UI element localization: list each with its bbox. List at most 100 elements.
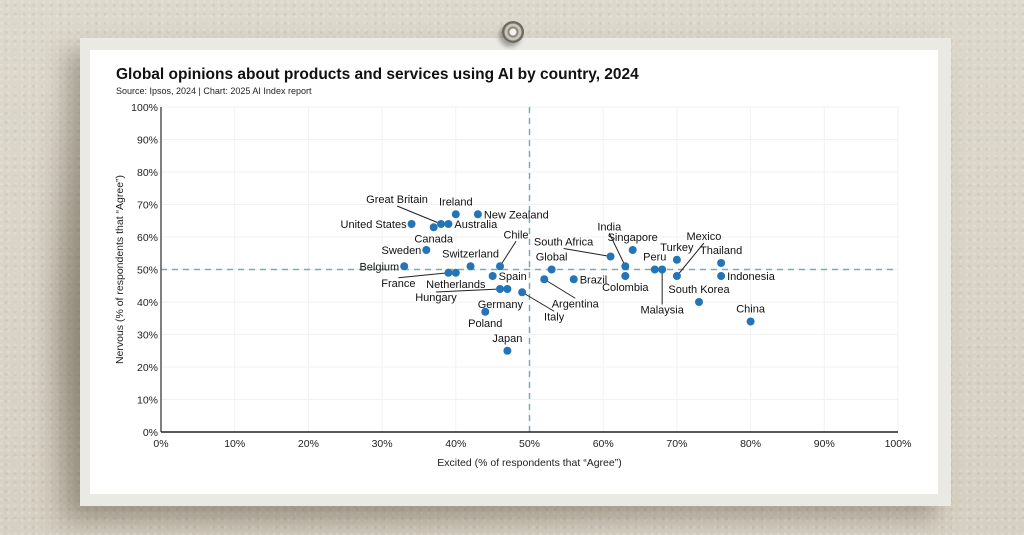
point-label-netherlands: Netherlands: [426, 279, 486, 291]
point-label-hungary: Hungary: [415, 292, 457, 304]
x-tick-label: 70%: [666, 438, 687, 450]
data-point-canada: [429, 223, 438, 232]
x-tick-label: 80%: [740, 438, 761, 450]
y-tick-label: 10%: [137, 395, 158, 407]
point-label-brazil: Brazil: [580, 274, 608, 286]
data-point-brazil: [569, 275, 578, 284]
point-label-turkey: Turkey: [660, 242, 694, 254]
pushpin-icon: [502, 21, 524, 43]
y-tick-label: 70%: [137, 200, 158, 212]
y-tick-label: 0%: [143, 427, 158, 439]
leader-line-south-africa: [563, 248, 611, 257]
axes: 0% 10% 20% 30% 40% 50% 60% 70% 80% 90% 100% 0% 10% 20…: [131, 102, 911, 450]
data-point-hungary: [496, 285, 505, 293]
x-tick-label: 100%: [885, 438, 912, 450]
x-tick-label: 60%: [593, 438, 614, 450]
point-label-new-zealand: New Zealand: [484, 209, 549, 221]
data-point-singapore: [628, 246, 637, 254]
data-point-turkey: [672, 255, 681, 264]
x-tick-label: 90%: [814, 438, 835, 450]
data-point-poland: [481, 307, 490, 316]
point-label-great-britain: Great Britain: [366, 194, 428, 206]
data-point-united-states: [407, 220, 416, 228]
data-point-switzerland: [466, 262, 475, 271]
data-point-global: [547, 265, 556, 274]
data-point-sweden: [422, 246, 431, 254]
point-label-italy: Italy: [544, 311, 565, 323]
data-points: [400, 210, 755, 355]
y-tick-label: 80%: [137, 167, 158, 179]
data-point-indonesia: [717, 272, 726, 280]
x-tick-label: 0%: [153, 438, 168, 450]
point-label-australia: Australia: [454, 219, 498, 231]
data-point-belgium: [400, 262, 409, 271]
data-point-netherlands: [451, 268, 460, 277]
data-point-thailand: [717, 259, 726, 267]
point-label-argentina: Argentina: [552, 298, 600, 310]
point-label-south-africa: South Africa: [534, 237, 594, 249]
point-label-colombia: Colombia: [602, 282, 649, 294]
leader-lines: [396, 205, 705, 312]
y-tick-label: 50%: [137, 265, 158, 277]
reference-lines: [161, 107, 898, 432]
x-tick-label: 40%: [445, 438, 466, 450]
point-label-ireland: Ireland: [439, 196, 473, 208]
leader-line-italy: [521, 291, 555, 312]
data-point-chile: [496, 262, 505, 271]
point-labels: United States Canada Great Britain Australi…: [341, 193, 776, 345]
x-tick-label: 10%: [224, 438, 245, 450]
point-label-belgium: Belgium: [359, 261, 399, 273]
y-tick-label: 90%: [137, 135, 158, 147]
data-point-new-zealand: [473, 210, 482, 219]
chart-subtitle: Source: Ipsos, 2024 | Chart: 2025 AI Ind…: [116, 86, 312, 96]
point-label-poland: Poland: [468, 318, 502, 330]
y-tick-label: 60%: [137, 232, 158, 244]
data-point-south-africa: [606, 252, 615, 261]
y-tick-label: 20%: [137, 362, 158, 374]
leader-line-mexico: [676, 242, 705, 277]
chart-title: Global opinions about products and servi…: [116, 66, 639, 83]
leader-line-france: [398, 272, 449, 279]
data-point-india: [621, 262, 630, 271]
point-label-chile: Chile: [503, 229, 528, 241]
y-tick-label: 40%: [137, 297, 158, 309]
point-label-indonesia: Indonesia: [727, 271, 776, 283]
point-label-japan: Japan: [492, 333, 522, 345]
grid: [161, 106, 899, 432]
leader-line-argentina: [543, 278, 576, 299]
point-label-china: China: [736, 304, 766, 316]
leader-line-hungary: [435, 288, 501, 293]
point-label-global: Global: [536, 252, 568, 264]
point-label-india: India: [597, 221, 622, 233]
data-point-mexico: [672, 272, 681, 280]
data-point-great-britain: [437, 220, 446, 228]
x-tick-label: 20%: [298, 438, 319, 450]
data-point-south-korea: [695, 298, 704, 306]
data-point-ireland: [451, 210, 460, 219]
x-axis-label: Excited (% of respondents that “Agree”): [437, 457, 621, 469]
data-point-japan: [503, 346, 512, 355]
point-label-canada: Canada: [414, 233, 453, 245]
data-point-argentina: [540, 275, 549, 284]
point-label-malaysia: Malaysia: [640, 305, 684, 317]
point-label-peru: Peru: [643, 252, 666, 264]
y-tick-label: 30%: [137, 330, 158, 342]
y-tick-label: 100%: [131, 102, 158, 114]
data-point-china: [746, 317, 755, 326]
point-label-sweden: Sweden: [382, 245, 422, 257]
data-point-france: [444, 268, 453, 277]
data-point-australia: [444, 220, 453, 228]
data-point-malaysia: [658, 265, 667, 274]
point-label-switzerland: Switzerland: [442, 248, 499, 260]
point-label-united-states: United States: [341, 219, 408, 231]
point-label-mexico: Mexico: [686, 231, 721, 243]
point-label-spain: Spain: [499, 271, 527, 283]
data-point-colombia: [621, 272, 630, 280]
data-point-peru: [650, 265, 659, 274]
leader-line-india: [608, 233, 626, 267]
leader-line-chile: [499, 240, 517, 267]
y-axis-label: Nervous (% of respondents that “Agree”): [114, 175, 126, 364]
point-label-germany: Germany: [478, 299, 524, 311]
data-point-germany: [503, 285, 512, 293]
